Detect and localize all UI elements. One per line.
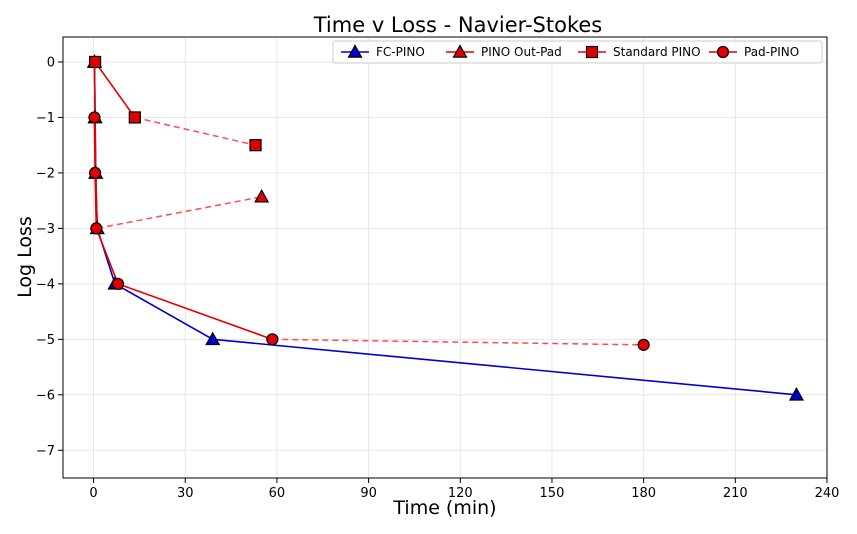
standard-pino-point [249, 139, 262, 152]
pad-pino-dashed-extension [272, 338, 644, 346]
y-tick-label: −5 [36, 333, 55, 348]
y-tick-label: −7 [36, 444, 55, 459]
pino-out-pad-dashed-extension [97, 196, 262, 230]
y-tick-label: −4 [36, 277, 55, 292]
standard-pino-point [88, 55, 102, 69]
plot-area [62, 36, 828, 479]
standard-pino-dashed-extension [134, 116, 256, 146]
pad-pino-point [111, 277, 125, 290]
pad-pino-legend-label: Pad-PINO [744, 45, 799, 59]
fc-pino-legend-marker [347, 44, 363, 58]
pad-pino-point [637, 338, 650, 351]
x-tick-label: 60 [269, 486, 286, 501]
pad-pino-point [88, 111, 101, 124]
x-tick-label: 180 [631, 486, 656, 501]
legend: FC-PINO PINO Out-Pad Standard PINO Pad-PINO [332, 40, 823, 64]
standard-pino-legend-marker [585, 45, 599, 59]
standard-pino-point [128, 111, 141, 124]
pad-pino-point [88, 166, 102, 180]
x-tick-label: 240 [815, 486, 840, 501]
pino-out-pad-legend-label: PINO Out-Pad [481, 45, 562, 59]
x-tick-label: 150 [540, 486, 565, 501]
standard-pino-line [94, 61, 136, 118]
fc-pino-point [205, 331, 221, 346]
y-axis-label: Log Loss [14, 216, 36, 298]
x-tick-label: 0 [89, 486, 97, 501]
x-tick-label: 90 [360, 486, 377, 501]
y-tick-label: 0 [47, 55, 55, 70]
pad-pino-legend-marker [716, 45, 730, 59]
pino-out-pad-point [254, 189, 270, 203]
x-ticks: 0 30 60 90 120 150 180 210 240 [89, 478, 839, 501]
x-axis-label: Time (min) [392, 497, 496, 519]
grid [63, 37, 828, 478]
x-tick-label: 30 [177, 486, 194, 501]
pad-pino-point [266, 333, 279, 346]
x-tick-label: 210 [723, 486, 748, 501]
standard-pino-legend-label: Standard PINO [613, 45, 701, 59]
fc-pino-point [788, 387, 804, 401]
series-markers [86, 54, 804, 401]
pino-out-pad-legend-marker [452, 44, 468, 58]
x-tick-label: 120 [448, 486, 473, 501]
chart-title: Time v Loss - Navier-Stokes [313, 13, 602, 37]
y-tick-label: −1 [36, 111, 55, 126]
y-tick-label: −2 [36, 166, 55, 181]
fc-pino-legend-label: FC-PINO [376, 45, 425, 59]
y-ticks: 0 −1 −2 −3 −4 −5 −6 −7 [36, 55, 63, 459]
pad-pino-point [90, 222, 103, 235]
y-tick-label: −3 [36, 222, 55, 237]
y-tick-label: −6 [36, 388, 55, 403]
